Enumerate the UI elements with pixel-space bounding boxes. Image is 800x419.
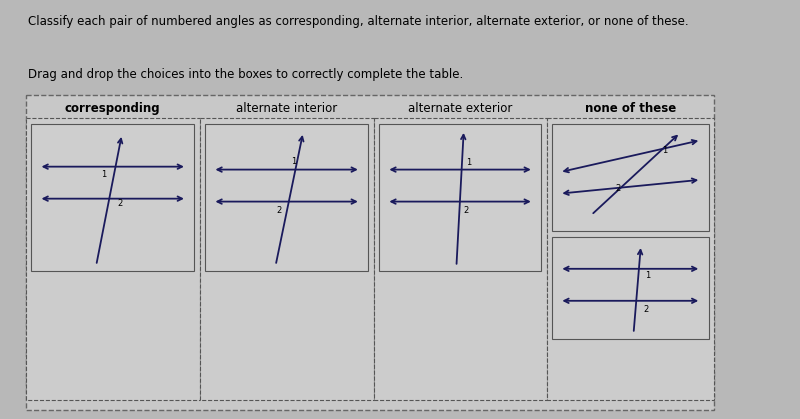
- Text: 2: 2: [118, 199, 122, 208]
- Bar: [374, 118, 546, 400]
- Bar: [205, 124, 368, 271]
- Bar: [31, 124, 194, 271]
- Text: 2: 2: [615, 184, 621, 193]
- Text: 2: 2: [463, 206, 468, 215]
- Text: 2: 2: [277, 206, 282, 215]
- Bar: [26, 118, 200, 400]
- Text: 1: 1: [291, 157, 297, 166]
- Text: 1: 1: [662, 146, 667, 155]
- Text: 1: 1: [645, 271, 650, 280]
- Text: 2: 2: [644, 305, 649, 314]
- Text: 1: 1: [466, 158, 471, 167]
- Text: 1: 1: [101, 170, 106, 179]
- Bar: [552, 237, 709, 339]
- Text: Classify each pair of numbered angles as corresponding, alternate interior, alte: Classify each pair of numbered angles as…: [28, 15, 688, 28]
- Bar: [200, 118, 374, 400]
- Bar: [379, 124, 541, 271]
- Bar: [26, 95, 714, 410]
- Text: none of these: none of these: [585, 102, 676, 115]
- Bar: [552, 124, 709, 231]
- Text: alternate exterior: alternate exterior: [408, 102, 512, 115]
- Bar: [546, 118, 714, 400]
- Text: Drag and drop the choices into the boxes to correctly complete the table.: Drag and drop the choices into the boxes…: [28, 68, 463, 81]
- Text: corresponding: corresponding: [65, 102, 161, 115]
- Text: alternate interior: alternate interior: [236, 102, 338, 115]
